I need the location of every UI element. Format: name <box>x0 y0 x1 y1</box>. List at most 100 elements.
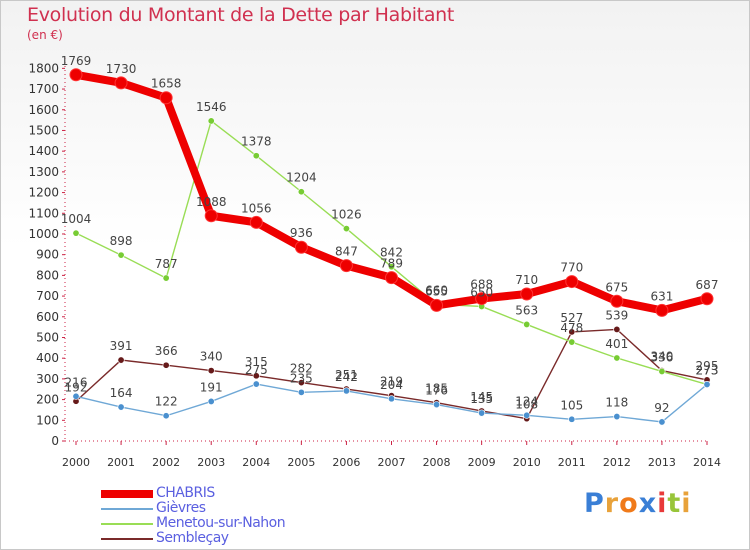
y-tick-label: 1400 <box>28 144 59 158</box>
x-tick-label: 2014 <box>693 456 721 469</box>
data-label: 185 <box>425 382 448 396</box>
data-point <box>613 354 621 362</box>
data-label: 1730 <box>106 62 137 76</box>
data-point <box>297 188 305 196</box>
data-label: 710 <box>515 273 538 287</box>
data-label: 204 <box>380 378 403 392</box>
data-point <box>430 298 444 312</box>
x-tick-label: 2001 <box>107 456 135 469</box>
logo-letter: r <box>604 488 620 519</box>
data-point <box>655 303 669 317</box>
proxiti-logo: Proxiti <box>584 488 692 519</box>
data-point <box>568 328 576 336</box>
data-point <box>700 292 714 306</box>
data-label: 164 <box>110 386 133 400</box>
logo-letter: i <box>657 488 668 519</box>
data-label: 176 <box>425 384 448 398</box>
data-label: 340 <box>650 350 673 364</box>
x-tick-label: 2005 <box>287 456 315 469</box>
data-point <box>204 209 218 223</box>
data-point <box>69 68 83 82</box>
logo-letter: x <box>638 488 658 519</box>
legend-item: CHABRIS <box>101 485 401 502</box>
data-point <box>433 401 441 409</box>
x-tick-label: 2003 <box>197 456 225 469</box>
data-label: 145 <box>470 390 493 404</box>
data-label: 219 <box>380 375 403 389</box>
data-label: 1658 <box>151 77 182 91</box>
data-label: 124 <box>515 394 538 408</box>
data-label: 936 <box>290 226 313 240</box>
data-label: 631 <box>650 289 673 303</box>
x-tick-label: 2000 <box>62 456 90 469</box>
data-point <box>207 117 215 125</box>
data-label: 787 <box>155 257 178 271</box>
y-tick-label: 400 <box>36 351 59 365</box>
data-label: 1056 <box>241 201 272 215</box>
legend-label: Sembleçay <box>156 530 229 546</box>
data-label: 235 <box>290 371 313 385</box>
unit-label: (en €) <box>27 28 63 42</box>
data-label: 315 <box>245 355 268 369</box>
data-point <box>387 263 395 271</box>
series-lines <box>69 68 714 426</box>
x-tick-label: 2004 <box>242 456 270 469</box>
data-point <box>385 271 398 285</box>
y-tick-label: 1500 <box>28 123 59 137</box>
data-label: 770 <box>560 261 583 275</box>
data-point <box>207 397 215 405</box>
data-label: 660 <box>425 283 448 297</box>
axes: 0 100 200 300 400 500 600 700 800 900 1000 1100 1200… <box>28 58 721 469</box>
data-point <box>523 411 531 419</box>
y-tick-label: 0 <box>51 434 59 448</box>
y-tick-label: 100 <box>36 413 59 427</box>
data-point <box>162 412 170 420</box>
data-label: 391 <box>110 339 133 353</box>
data-label: 1204 <box>286 171 317 185</box>
data-label: 527 <box>560 311 583 325</box>
data-point <box>294 240 308 254</box>
data-point <box>117 403 125 411</box>
data-label: 898 <box>110 234 133 248</box>
legend-swatch <box>101 523 153 525</box>
y-tick-label: 1800 <box>28 61 59 75</box>
data-point <box>159 91 173 105</box>
data-label: 688 <box>470 278 493 292</box>
data-point <box>342 387 350 395</box>
data-label: 135 <box>470 392 493 406</box>
y-tick-label: 1000 <box>28 227 59 241</box>
y-tick-label: 600 <box>36 310 59 324</box>
x-tick-label: 2010 <box>513 456 541 469</box>
legend: CHABRIS Gièvres Menetou-sur-Nahon Sembleçay <box>101 485 401 547</box>
legend-label: CHABRIS <box>156 485 215 501</box>
data-label: 1004 <box>61 212 92 226</box>
data-label: 105 <box>560 398 583 412</box>
data-label: 1546 <box>196 100 227 114</box>
data-point <box>658 418 666 426</box>
data-point <box>117 251 125 259</box>
y-tick-label: 700 <box>36 289 59 303</box>
x-tick-label: 2007 <box>378 456 406 469</box>
data-label: 478 <box>560 321 583 335</box>
data-point <box>342 225 350 233</box>
x-tick-label: 2006 <box>332 456 360 469</box>
y-tick-label: 200 <box>36 393 59 407</box>
data-point <box>568 338 576 346</box>
logo-letter: o <box>619 488 639 519</box>
data-label: 1088 <box>196 195 227 209</box>
legend-swatch <box>101 490 153 498</box>
data-label: 655 <box>425 284 448 298</box>
y-tick-label: 1100 <box>28 206 59 220</box>
y-tick-label: 1700 <box>28 82 59 96</box>
data-label: 92 <box>654 401 669 415</box>
data-label: 295 <box>696 359 719 373</box>
y-tick-label: 1300 <box>28 165 59 179</box>
data-labels: 1769 1730 1658 1088 1056 936 847 789 655 688 710 77… <box>61 54 719 415</box>
data-point <box>297 379 305 387</box>
data-label: 282 <box>290 362 313 376</box>
data-point <box>72 392 80 400</box>
legend-swatch <box>101 508 153 510</box>
data-label: 847 <box>335 245 358 259</box>
data-point <box>475 292 489 306</box>
data-point <box>565 275 579 289</box>
